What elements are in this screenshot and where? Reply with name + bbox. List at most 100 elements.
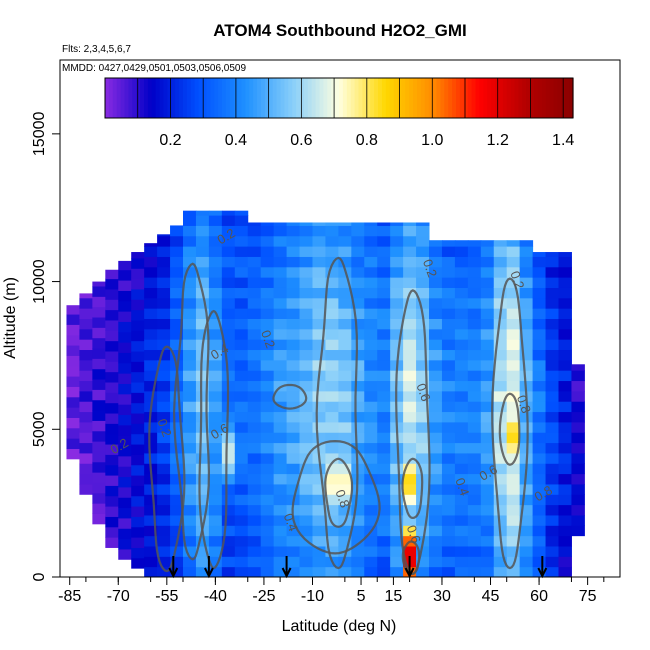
heatmap-cell — [195, 235, 210, 247]
heatmap-cell — [260, 463, 275, 475]
heatmap-cell — [247, 328, 262, 340]
heatmap-cell — [195, 380, 210, 392]
heatmap-cell — [286, 349, 301, 361]
heatmap-cell — [325, 266, 339, 278]
colorbar-swatch — [475, 78, 480, 118]
heatmap-cell — [221, 463, 236, 475]
heatmap-cell — [545, 545, 559, 557]
heatmap-cell — [157, 380, 171, 392]
heatmap-cell — [467, 401, 482, 413]
heatmap-cell — [234, 556, 249, 568]
heatmap-cell — [532, 252, 547, 257]
heatmap-cell — [131, 268, 145, 280]
heatmap-cell — [234, 287, 249, 299]
heatmap-cell — [351, 297, 365, 309]
heatmap-cell — [454, 277, 469, 288]
heatmap-cell — [364, 463, 378, 475]
heatmap-cell — [364, 222, 378, 226]
heatmap-cell — [208, 390, 223, 402]
heatmap-cell — [441, 256, 456, 268]
heatmap-cell — [221, 318, 236, 330]
heatmap-cell — [390, 246, 404, 257]
flight-arrow-head — [281, 567, 292, 579]
heatmap-cell — [273, 222, 288, 226]
heatmap-cell — [571, 452, 585, 464]
heatmap-cell — [338, 318, 352, 330]
colorbar-swatch — [151, 78, 157, 118]
heatmap-cell — [118, 373, 132, 384]
colorbar-swatch — [319, 78, 324, 118]
colorbar-swatch — [370, 78, 375, 118]
heatmap-cell — [532, 514, 547, 526]
heatmap-cell — [170, 432, 184, 444]
heatmap-cell — [364, 339, 378, 351]
heatmap-cell — [480, 380, 495, 392]
colorbar-swatch — [214, 78, 219, 118]
heatmap-cell — [532, 256, 547, 268]
heatmap-cell — [144, 243, 158, 247]
heatmap-cell — [493, 297, 508, 309]
heatmap-cell — [131, 361, 145, 373]
heatmap-cell — [506, 535, 521, 547]
colorbar-swatch — [459, 78, 465, 118]
heatmap-cell — [299, 504, 313, 516]
heatmap-cell — [170, 556, 184, 568]
heatmap-cell — [454, 473, 469, 485]
heatmap-cell — [351, 411, 365, 423]
contour-label: 0.2 — [420, 257, 440, 279]
heatmap-cell — [170, 525, 184, 537]
heatmap-cell — [131, 444, 145, 455]
heatmap-cell — [247, 483, 262, 495]
colorbar-swatch — [541, 78, 547, 118]
colorbar-swatch — [409, 78, 414, 118]
heatmap-cell — [558, 421, 572, 433]
colorbar-swatch — [557, 78, 562, 118]
heatmap-cell — [325, 277, 339, 288]
heatmap-cell — [545, 483, 559, 495]
heatmap-cell — [118, 466, 132, 478]
heatmap-cell — [519, 370, 534, 382]
heatmap-cell — [234, 463, 249, 475]
heatmap-cell — [260, 256, 275, 268]
heatmap-cell — [454, 421, 469, 433]
heatmap-cell — [273, 297, 288, 309]
heatmap-cell — [183, 442, 197, 454]
heatmap-cell — [286, 308, 301, 319]
heatmap-cell — [377, 318, 391, 330]
heatmap-cell — [338, 463, 352, 475]
heatmap-cell — [377, 287, 391, 299]
heatmap-cell — [105, 309, 119, 321]
colorbar-swatch — [268, 78, 274, 118]
heatmap-cell — [183, 339, 197, 351]
heatmap-cell — [416, 287, 430, 299]
heatmap-cell — [480, 421, 495, 433]
heatmap-cell — [299, 566, 313, 578]
heatmap-cell — [170, 411, 184, 423]
colorbar-swatch — [448, 78, 453, 118]
heatmap-cell — [506, 504, 521, 516]
heatmap-cell — [338, 328, 352, 340]
heatmap-cell — [195, 535, 210, 547]
heatmap-cell — [377, 401, 391, 413]
heatmap-cell — [441, 246, 456, 257]
heatmap-cell — [260, 452, 275, 464]
heatmap-cell — [247, 266, 262, 278]
heatmap-cell — [286, 287, 301, 299]
heatmap-cell — [234, 318, 249, 330]
heatmap-cell — [390, 328, 404, 340]
flight-arrow-head — [537, 567, 548, 579]
heatmap-cell — [208, 411, 223, 423]
heatmap-cell — [92, 461, 106, 473]
heatmap-cell — [208, 339, 223, 351]
heatmap-cell — [532, 432, 547, 444]
heatmap-cell — [493, 463, 508, 475]
colorbar-swatch — [534, 78, 539, 118]
colorbar-swatch — [202, 78, 207, 118]
heatmap-cell — [467, 483, 482, 495]
heatmap-cell — [377, 483, 391, 495]
heatmap-cell — [131, 464, 145, 476]
heatmap-cell — [532, 380, 547, 392]
heatmap-cell — [377, 390, 391, 402]
heatmap-cell — [558, 556, 572, 568]
heatmap-cell — [195, 215, 210, 226]
